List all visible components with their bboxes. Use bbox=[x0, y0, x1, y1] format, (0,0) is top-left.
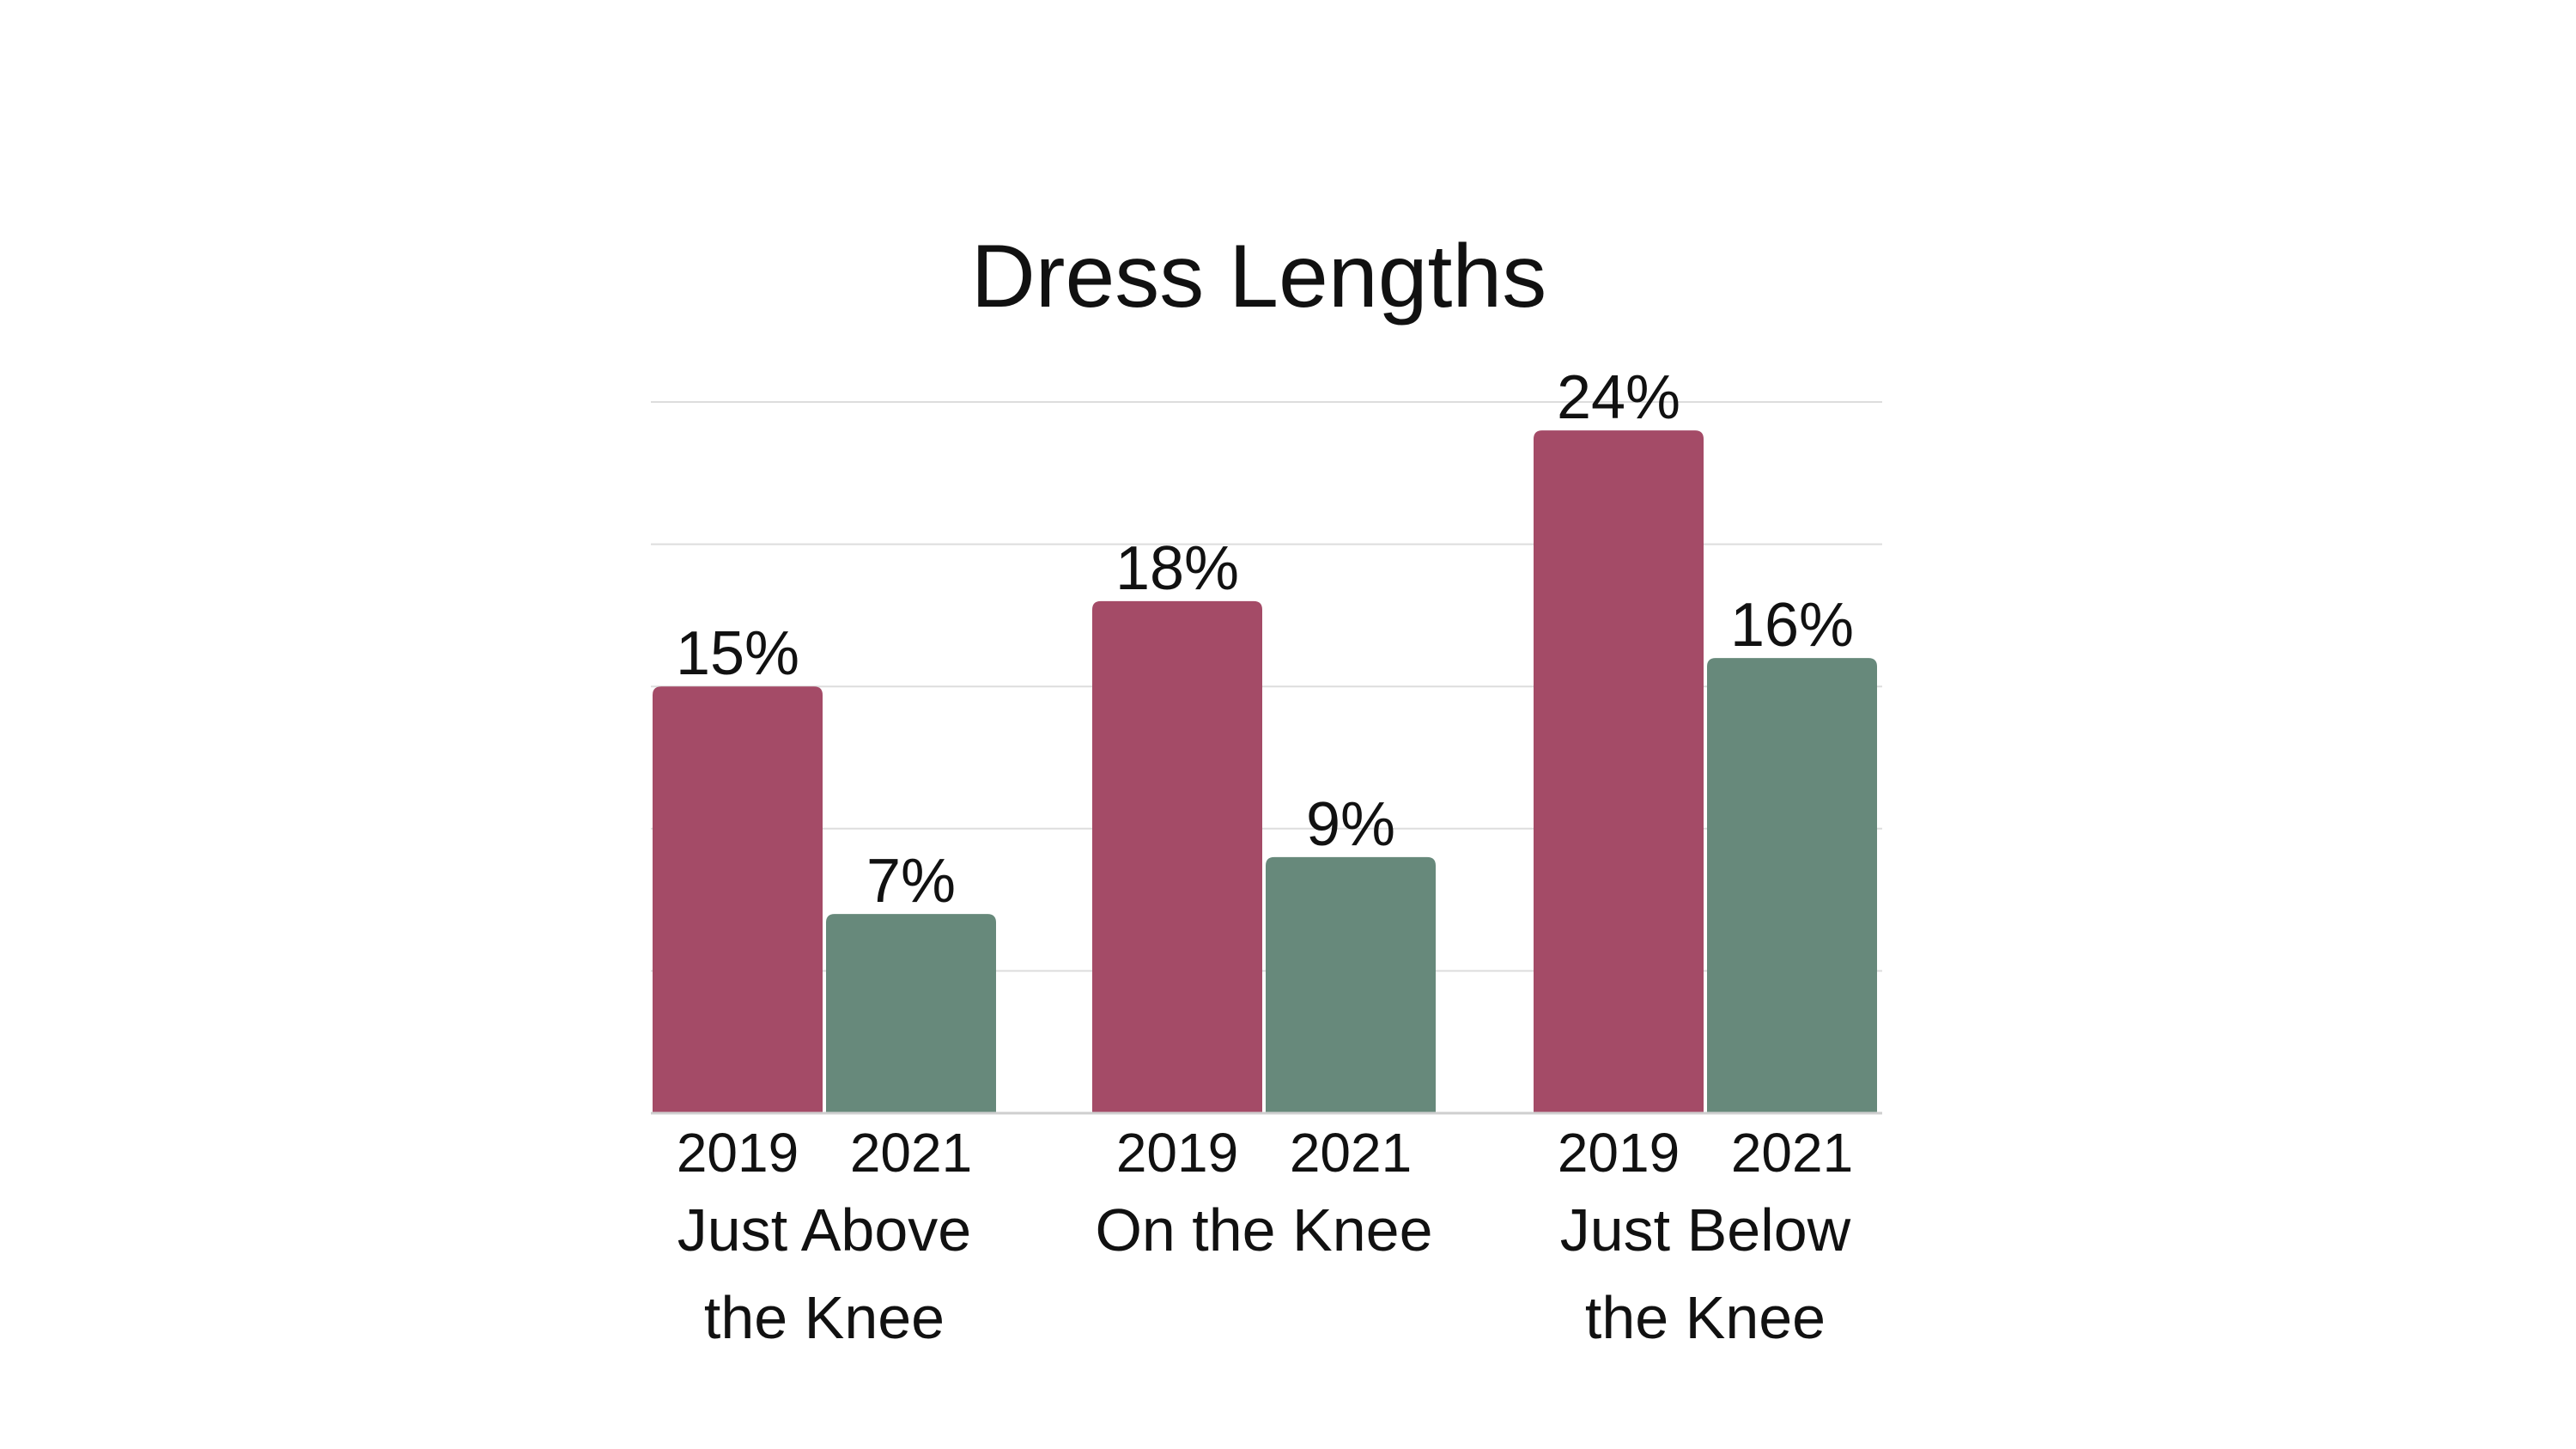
series-tick-label: 2019 bbox=[1116, 1122, 1238, 1184]
bar-2021-on-the-knee bbox=[1266, 856, 1436, 1113]
category-label: Just Below bbox=[1560, 1196, 1851, 1263]
category-label: the Knee bbox=[1585, 1284, 1826, 1351]
category-label: On the Knee bbox=[1095, 1196, 1432, 1263]
category-group: 15% 2019 7% 2021 Just Above the Knee bbox=[653, 619, 996, 1351]
data-label: 7% bbox=[866, 847, 956, 916]
category-label: Just Above bbox=[677, 1196, 971, 1263]
chart-title: Dress Lengths bbox=[970, 227, 1547, 326]
series-tick-label: 2021 bbox=[850, 1122, 972, 1184]
data-label: 15% bbox=[676, 619, 799, 688]
data-label: 16% bbox=[1730, 591, 1854, 660]
series-tick-label: 2019 bbox=[677, 1122, 799, 1184]
category-label: the Knee bbox=[704, 1284, 945, 1351]
bar-2019-just-above-the-knee bbox=[653, 686, 823, 1113]
category-group: 24% 2019 16% 2021 Just Below the Knee bbox=[1534, 363, 1877, 1351]
series-tick-label: 2021 bbox=[1731, 1122, 1853, 1184]
data-label: 24% bbox=[1557, 363, 1680, 432]
bar-2021-just-above-the-knee bbox=[826, 914, 996, 1113]
series-tick-label: 2019 bbox=[1558, 1122, 1680, 1184]
data-label: 18% bbox=[1115, 534, 1239, 603]
series-tick-label: 2021 bbox=[1290, 1122, 1412, 1184]
category-group: 18% 2019 9% 2021 On the Knee bbox=[1092, 534, 1436, 1263]
bar-2019-on-the-knee bbox=[1092, 600, 1262, 1113]
bar-2021-just-below-the-knee bbox=[1707, 658, 1877, 1113]
bar-2019-just-below-the-knee bbox=[1534, 430, 1704, 1113]
data-label: 9% bbox=[1306, 790, 1395, 859]
